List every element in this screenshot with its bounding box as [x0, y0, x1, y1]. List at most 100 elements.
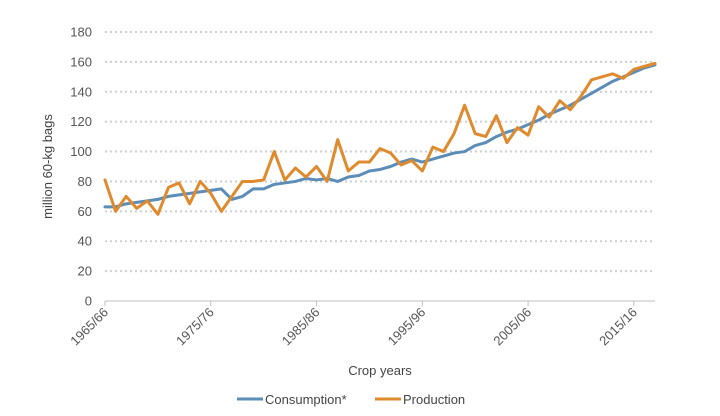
data-point-production: [548, 116, 551, 119]
data-point-production: [654, 62, 657, 65]
data-point-production: [241, 180, 244, 183]
y-tick-label: 100: [70, 144, 92, 159]
gridlines: [105, 31, 655, 273]
data-point-production: [643, 65, 646, 68]
data-point-production: [283, 178, 286, 181]
data-point-production: [590, 78, 593, 81]
data-point-production: [537, 105, 540, 108]
data-point-production: [632, 68, 635, 71]
data-point-consumption: [527, 123, 530, 126]
data-point-consumption: [178, 193, 181, 196]
series-line-production: [103, 61, 657, 216]
data-point-consumption: [252, 187, 255, 190]
data-point-production: [178, 181, 181, 184]
data-point-consumption: [262, 187, 265, 190]
x-axis-title: Crop years: [348, 363, 412, 378]
y-tick-label: 60: [78, 204, 92, 219]
x-tick-label: 1995/96: [385, 305, 429, 349]
data-point-consumption: [283, 181, 286, 184]
data-point-consumption: [505, 131, 508, 134]
x-tick-label: 2005/06: [490, 305, 534, 349]
data-point-consumption: [431, 158, 434, 161]
x-tick-label: 1985/86: [279, 305, 323, 349]
data-point-production: [114, 210, 117, 213]
data-point-production: [315, 165, 318, 168]
data-point-production: [442, 150, 445, 153]
data-point-consumption: [104, 205, 107, 208]
data-point-production: [611, 72, 614, 75]
data-point-production: [220, 210, 223, 213]
data-point-production: [357, 161, 360, 164]
data-point-production: [453, 132, 456, 135]
data-point-production: [326, 180, 329, 183]
data-point-production: [558, 99, 561, 102]
data-point-production: [379, 147, 382, 150]
data-point-production: [516, 126, 519, 129]
data-point-consumption: [135, 201, 138, 204]
data-point-production: [146, 199, 149, 202]
data-point-production: [188, 202, 191, 205]
y-tick-label: 180: [70, 25, 92, 40]
y-tick-label: 80: [78, 174, 92, 189]
data-point-consumption: [347, 175, 350, 178]
data-point-production: [474, 132, 477, 135]
data-point-production: [262, 178, 265, 181]
data-point-production: [622, 77, 625, 80]
data-point-consumption: [590, 92, 593, 95]
y-tick-label: 0: [85, 294, 92, 309]
data-point-production: [389, 152, 392, 155]
data-point-production: [273, 150, 276, 153]
data-point-consumption: [368, 169, 371, 172]
data-point-production: [252, 180, 255, 183]
data-point-production: [156, 213, 159, 216]
data-point-production: [336, 138, 339, 141]
x-tick-label: 2015/16: [596, 305, 640, 349]
y-axis-title: million 60-kg bags: [40, 114, 55, 219]
data-point-consumption: [199, 190, 202, 193]
data-point-production: [125, 195, 128, 198]
y-tick-label: 120: [70, 114, 92, 129]
data-point-consumption: [188, 192, 191, 195]
data-point-consumption: [389, 165, 392, 168]
data-point-consumption: [315, 178, 318, 181]
data-point-production: [167, 186, 170, 189]
data-point-consumption: [125, 202, 128, 205]
data-point-consumption: [220, 187, 223, 190]
x-tick-label: 1965/66: [67, 305, 111, 349]
data-point-consumption: [463, 150, 466, 153]
data-point-consumption: [379, 168, 382, 171]
data-point-production: [579, 95, 582, 98]
data-point-consumption: [421, 161, 424, 164]
data-point-consumption: [167, 195, 170, 198]
data-point-consumption: [484, 141, 487, 144]
x-tick-label: 1975/76: [173, 305, 217, 349]
data-point-production: [347, 169, 350, 172]
data-point-production: [431, 146, 434, 149]
data-point-consumption: [442, 155, 445, 158]
data-point-consumption: [336, 180, 339, 183]
data-point-consumption: [558, 108, 561, 111]
data-point-production: [505, 141, 508, 144]
data-point-production: [230, 195, 233, 198]
data-point-production: [368, 161, 371, 164]
data-point-production: [421, 169, 424, 172]
data-point-consumption: [611, 80, 614, 83]
y-axis-ticks: 0 20 40 60 80 100 120 140 160 180: [70, 25, 92, 309]
data-point-production: [601, 75, 604, 78]
data-point-production: [294, 166, 297, 169]
y-tick-label: 160: [70, 54, 92, 69]
data-point-production: [135, 207, 138, 210]
data-point-consumption: [495, 135, 498, 138]
data-point-consumption: [273, 183, 276, 186]
data-point-production: [400, 164, 403, 167]
data-point-production: [199, 180, 202, 183]
y-tick-label: 140: [70, 84, 92, 99]
data-point-production: [484, 135, 487, 138]
data-point-consumption: [453, 152, 456, 155]
series-line-consumption: [103, 63, 657, 209]
data-point-consumption: [357, 174, 360, 177]
y-tick-label: 20: [78, 264, 92, 279]
data-point-production: [463, 104, 466, 107]
series-lines: [103, 61, 657, 216]
